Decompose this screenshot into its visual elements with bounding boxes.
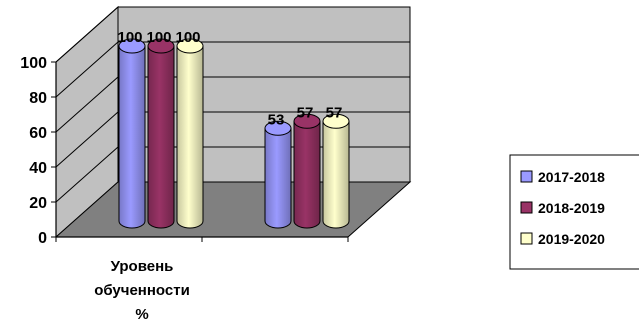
bar-top bbox=[118, 38, 146, 54]
legend: 2017-2018 2018-2019 2019-2020 bbox=[509, 154, 639, 270]
axes bbox=[55, 62, 349, 242]
gridline-side bbox=[55, 6, 119, 63]
data-label: 100 bbox=[175, 29, 200, 46]
bar-top bbox=[293, 113, 321, 129]
y-tick-label: 20 bbox=[29, 195, 47, 212]
bar-3-1 bbox=[176, 38, 204, 229]
y-tick-label: 60 bbox=[29, 125, 47, 142]
legend-swatch bbox=[520, 170, 533, 183]
bar-body bbox=[118, 45, 146, 229]
bar-body bbox=[176, 45, 204, 229]
gridline-side bbox=[55, 76, 119, 133]
x-axis-category-labels: Уровень обученности% bbox=[94, 258, 190, 323]
bar-body bbox=[322, 120, 350, 229]
category-label-line: % bbox=[135, 306, 148, 323]
bar-top bbox=[147, 38, 175, 54]
category-label-line: Уровень bbox=[111, 258, 174, 275]
gridline-side bbox=[55, 146, 119, 203]
category-label-line: обученности bbox=[94, 282, 190, 299]
bars bbox=[118, 38, 350, 229]
legend-label: 2018-2019 bbox=[538, 200, 605, 216]
bar-top bbox=[176, 38, 204, 54]
data-label: 53 bbox=[268, 111, 285, 128]
data-label: 100 bbox=[146, 29, 171, 46]
data-label: 100 bbox=[117, 29, 142, 46]
bar-1-2 bbox=[264, 120, 292, 229]
bar-2-2 bbox=[293, 113, 321, 229]
bar-body bbox=[293, 120, 321, 229]
bar-top bbox=[322, 113, 350, 129]
bar-top bbox=[264, 120, 292, 136]
gridline-side bbox=[55, 41, 119, 98]
legend-label: 2019-2020 bbox=[538, 231, 605, 247]
legend-swatch bbox=[520, 201, 533, 214]
data-label: 57 bbox=[297, 104, 314, 121]
y-tick-label: 0 bbox=[38, 230, 47, 247]
legend-swatch bbox=[520, 232, 533, 245]
data-label: 57 bbox=[326, 104, 343, 121]
bar-1-1 bbox=[118, 38, 146, 229]
y-axis-ticks: 0 20 40 60 80 100 bbox=[20, 55, 56, 247]
y-tick-label: 100 bbox=[20, 55, 47, 72]
bar-body bbox=[147, 45, 175, 229]
legend-label: 2017-2018 bbox=[538, 169, 605, 185]
y-tick-label: 80 bbox=[29, 90, 47, 107]
floor bbox=[54, 181, 412, 238]
gridline-side bbox=[55, 111, 119, 168]
bar-body bbox=[264, 127, 292, 229]
y-tick-label: 40 bbox=[29, 160, 47, 177]
bar-3-2 bbox=[322, 113, 350, 229]
bar-2-1 bbox=[147, 38, 175, 229]
